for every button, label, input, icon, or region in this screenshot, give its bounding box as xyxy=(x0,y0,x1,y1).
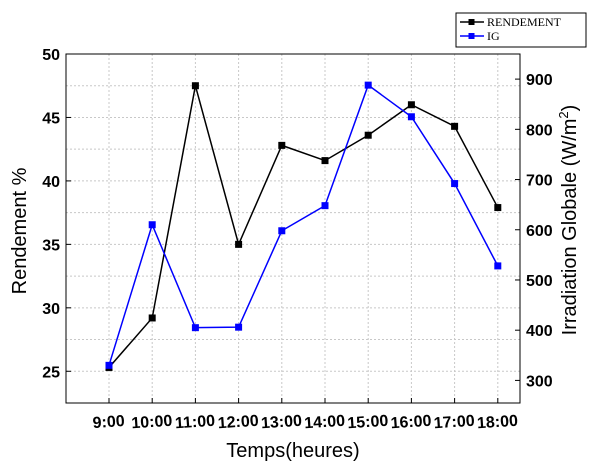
x-tick-label: 11:00 xyxy=(175,413,216,433)
series-point-rendement xyxy=(235,240,243,248)
right-axis: 300 400 500 600 700 800 900 xyxy=(515,72,553,390)
x-tick-label: 17:00 xyxy=(433,413,475,433)
right-tick-label: 500 xyxy=(526,273,553,290)
legend-marker-rendement xyxy=(468,19,475,25)
x-tick-label: 13:00 xyxy=(260,413,302,433)
series-layer xyxy=(105,81,502,371)
right-axis-title: Irradiation Globale (W/m2) xyxy=(556,105,581,336)
x-tick-label: 10:00 xyxy=(131,413,173,433)
series-point-ig xyxy=(451,180,459,188)
legend-box xyxy=(455,12,587,48)
x-tick-label: 18:00 xyxy=(476,413,518,433)
x-tick-label: 12:00 xyxy=(217,413,259,433)
right-tick-label: 900 xyxy=(526,72,553,89)
series-point-ig xyxy=(364,81,372,89)
x-tick-label: 14:00 xyxy=(304,413,346,433)
series-point-ig xyxy=(321,202,329,210)
series-line-ig xyxy=(108,83,499,366)
right-axis-title-prefix: Irradiation Globale (W/m xyxy=(559,119,581,336)
left-tick-label: 25 xyxy=(42,364,60,381)
series-point-rendement xyxy=(321,157,329,165)
series-point-rendement xyxy=(278,141,286,149)
plot-frame xyxy=(65,53,521,404)
legend-label-rendement: RENDEMENT xyxy=(487,15,562,29)
left-tick-label: 45 xyxy=(42,110,60,127)
series-point-ig xyxy=(191,324,199,332)
right-tick-label: 400 xyxy=(526,323,553,340)
series-point-rendement xyxy=(407,101,415,109)
right-tick-label: 700 xyxy=(526,173,553,190)
x-tick-label: 9:00 xyxy=(92,413,125,432)
left-axis: 25 30 35 40 45 50 xyxy=(42,47,71,381)
grid xyxy=(66,53,520,403)
x-tick-label: 16:00 xyxy=(390,413,432,433)
x-tick-label: 15:00 xyxy=(347,413,389,433)
left-tick-label: 50 xyxy=(42,47,60,64)
legend-marker-ig xyxy=(468,33,475,39)
series-point-rendement xyxy=(494,204,502,212)
series-point-ig xyxy=(278,227,286,235)
series-point-ig xyxy=(494,262,502,270)
x-axis-title: Temps(heures) xyxy=(226,440,359,462)
right-axis-title-suffix: ) xyxy=(559,105,581,112)
series-point-ig xyxy=(407,113,415,121)
series-point-rendement xyxy=(191,82,199,90)
left-tick-label: 35 xyxy=(42,237,60,254)
series-point-rendement xyxy=(451,122,459,130)
legend-label-ig: IG xyxy=(487,29,500,43)
series-point-rendement xyxy=(148,314,156,322)
left-axis-title: Rendement % xyxy=(9,167,31,294)
series-point-ig xyxy=(148,221,156,229)
right-tick-label: 600 xyxy=(526,223,553,240)
left-tick-label: 40 xyxy=(42,174,60,191)
series-point-ig xyxy=(235,323,243,331)
x-axis: 9:00 10:00 11:00 12:00 13:00 14:00 15:00 16:00 1… xyxy=(92,398,519,433)
series-point-rendement xyxy=(364,131,372,139)
right-tick-label: 800 xyxy=(526,122,553,139)
right-tick-label: 300 xyxy=(526,373,553,390)
left-tick-label: 30 xyxy=(42,301,60,318)
series-point-ig xyxy=(105,361,113,369)
series-line-rendement xyxy=(108,85,499,368)
right-axis-title-superscript: 2 xyxy=(556,111,571,118)
